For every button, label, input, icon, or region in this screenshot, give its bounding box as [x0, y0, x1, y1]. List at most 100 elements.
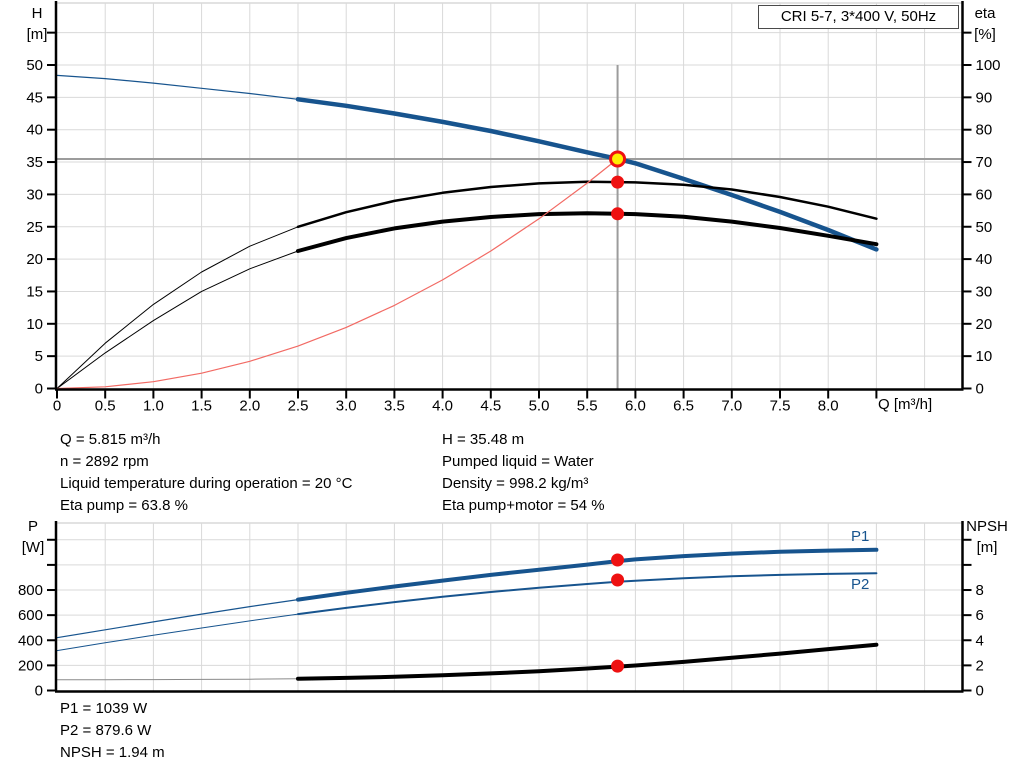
- y-left-tick-label: 15: [26, 283, 43, 300]
- y-right-tick-label: 4: [976, 632, 984, 649]
- y-right-tick-label: 30: [976, 283, 993, 300]
- info-eta-pump: Eta pump = 63.8 %: [60, 497, 188, 514]
- p2-point-marker: [611, 573, 625, 587]
- x-tick-label: 1.5: [191, 398, 212, 415]
- x-tick-label: 7.5: [770, 398, 791, 415]
- p1-curve: [56, 598, 299, 639]
- eta-pump-curve: [296, 180, 878, 229]
- y-left-tick-label: 50: [26, 57, 43, 74]
- eta-pump-motor-point-marker: [611, 207, 625, 221]
- npsh-curve: [296, 642, 879, 681]
- y-left-tick-label: 35: [26, 154, 43, 171]
- q-axis-label: Q [m³/h]: [878, 396, 933, 413]
- p2-curve-label: P2: [851, 576, 870, 593]
- p-axis-label-unit: [W]: [21, 539, 45, 556]
- npsh-axis-label-symbol: NPSH: [966, 518, 1008, 535]
- y-left-tick-label: 20: [26, 251, 43, 268]
- y-right-tick-label: 40: [976, 251, 993, 268]
- h-axis-label-symbol: H: [31, 5, 43, 22]
- duty-point-marker: [609, 150, 627, 168]
- x-tick-label: 6.0: [625, 398, 646, 415]
- x-tick-label: 8.0: [818, 398, 839, 415]
- y-left-tick-label: 40: [26, 122, 43, 139]
- duty-info-left: Q = 5.815 m³/h n = 2892 rpm Liquid tempe…: [60, 429, 352, 517]
- npsh-point-marker: [611, 659, 625, 673]
- y-right-tick-label: 70: [976, 154, 993, 171]
- y-left-tick-label: 0: [35, 683, 43, 700]
- eta-axis-label-unit: [%]: [974, 26, 996, 43]
- head-curve: [56, 74, 299, 100]
- x-tick-label: 0.5: [95, 398, 116, 415]
- power-info: P1 = 1039 W P2 = 879.6 W NPSH = 1.94 m: [60, 698, 165, 764]
- y-right-tick-label: 100: [976, 57, 1001, 74]
- eta-axis-label: eta [%]: [963, 3, 1007, 45]
- info-eta-pump-motor: Eta pump+motor = 54 %: [442, 497, 605, 514]
- p1-curve-label: P1: [851, 528, 870, 545]
- x-tick-label: 1.0: [143, 398, 164, 415]
- x-tick-label: 3.5: [384, 398, 405, 415]
- y-right-tick-label: 8: [976, 582, 984, 599]
- p1-curve: [296, 547, 879, 602]
- info-q: Q = 5.815 m³/h: [60, 431, 161, 448]
- p2-curve: [56, 613, 299, 652]
- info-p1: P1 = 1039 W: [60, 700, 148, 717]
- x-tick-label: 5.0: [529, 398, 550, 415]
- npsh-axis-label-unit: [m]: [976, 539, 998, 556]
- x-tick-label: 3.0: [336, 398, 357, 415]
- info-p2: P2 = 879.6 W: [60, 722, 152, 739]
- y-left-tick-label: 30: [26, 186, 43, 203]
- eta-pump-curve: [56, 226, 299, 389]
- eta-axis-label-symbol: eta: [974, 5, 996, 22]
- y-right-tick-label: 90: [976, 89, 993, 106]
- x-tick-label: 6.5: [673, 398, 694, 415]
- y-left-tick-label: 0: [35, 381, 43, 398]
- p-axis-label-symbol: P: [27, 518, 38, 535]
- y-right-tick-label: 0: [976, 381, 984, 398]
- npsh-axis-label: NPSH [m]: [956, 516, 1018, 558]
- x-tick-label: 4.0: [432, 398, 453, 415]
- y-left-tick-label: 45: [26, 89, 43, 106]
- y-right-tick-label: 10: [976, 348, 993, 365]
- info-npsh: NPSH = 1.94 m: [60, 744, 165, 761]
- y-left-tick-label: 600: [18, 607, 43, 624]
- x-tick-label: 0: [53, 398, 61, 415]
- y-left-tick-label: 800: [18, 582, 43, 599]
- x-tick-label: 2.0: [239, 398, 260, 415]
- p-axis-label: P [W]: [12, 516, 54, 558]
- chart-title-text: CRI 5-7, 3*400 V, 50Hz: [780, 8, 937, 25]
- y-left-tick-label: 10: [26, 316, 43, 333]
- y-left-tick-label: 400: [18, 632, 43, 649]
- info-pumped-liquid: Pumped liquid = Water: [442, 453, 594, 470]
- eta-pump-motor-curve: [296, 211, 879, 253]
- x-tick-label: 7.0: [721, 398, 742, 415]
- h-axis-label-unit: [m]: [26, 26, 48, 43]
- y-right-tick-label: 20: [976, 316, 993, 333]
- p1-point-marker: [611, 553, 625, 567]
- eta-pump-motor-curve: [56, 250, 299, 389]
- x-tick-label: 2.5: [288, 398, 309, 415]
- y-left-tick-label: 25: [26, 219, 43, 236]
- x-tick-label: 4.5: [480, 398, 501, 415]
- info-head: H = 35.48 m: [442, 431, 525, 448]
- y-left-tick-label: 200: [18, 657, 43, 674]
- duty-info-right: H = 35.48 m Pumped liquid = Water Densit…: [442, 429, 605, 517]
- y-right-tick-label: 6: [976, 607, 984, 624]
- y-left-tick-label: 5: [35, 348, 43, 365]
- npsh-curve: [56, 678, 299, 681]
- head-curve: [295, 97, 879, 252]
- y-right-tick-label: 60: [976, 186, 993, 203]
- y-right-tick-label: 50: [976, 219, 993, 236]
- y-right-tick-label: 0: [976, 683, 984, 700]
- y-right-tick-label: 2: [976, 657, 984, 674]
- chart-title: CRI 5-7, 3*400 V, 50Hz: [758, 5, 959, 29]
- info-speed: n = 2892 rpm: [60, 453, 149, 470]
- h-axis-label: H [m]: [19, 3, 55, 45]
- info-liquid-temperature: Liquid temperature during operation = 20…: [60, 475, 353, 492]
- x-tick-label: 5.5: [577, 398, 598, 415]
- system-curve: [56, 158, 619, 390]
- p2-curve: [297, 572, 878, 616]
- info-density: Density = 998.2 kg/m³: [442, 475, 589, 492]
- y-right-tick-label: 80: [976, 122, 993, 139]
